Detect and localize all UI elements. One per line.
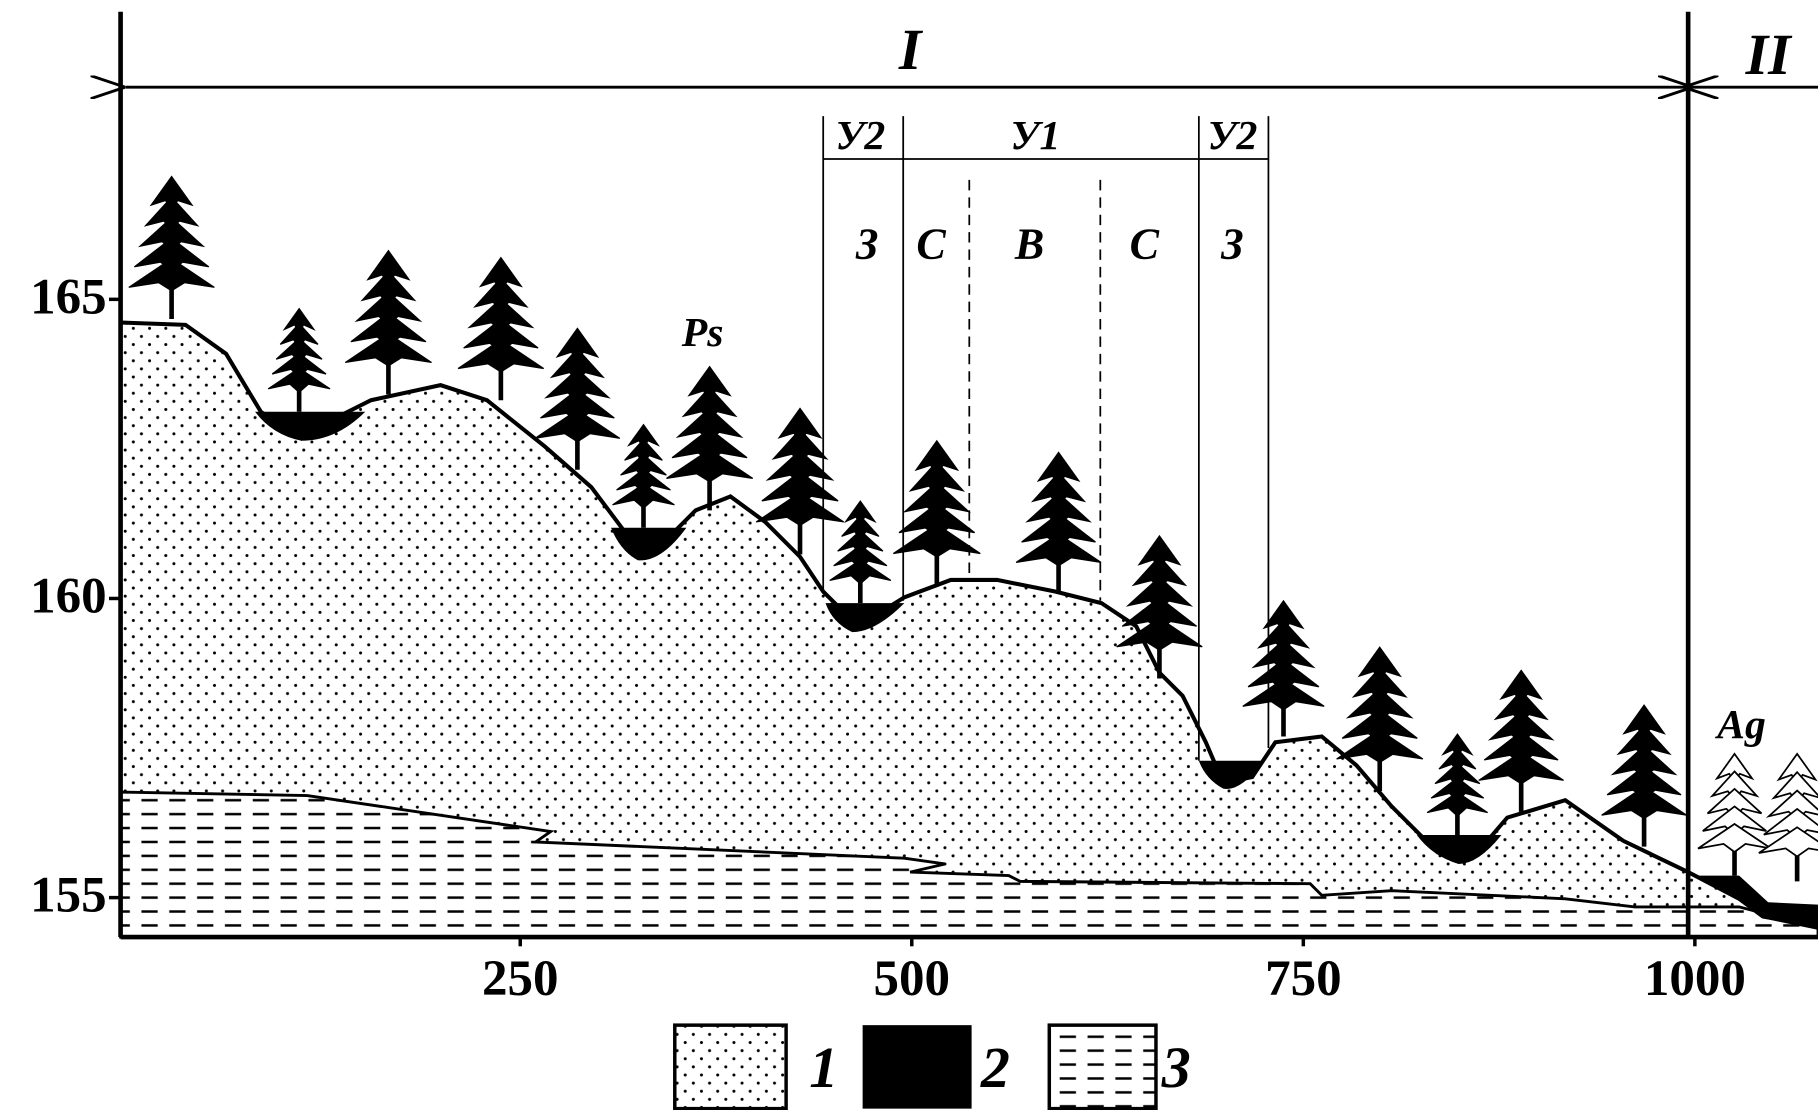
subzone-label: У2 xyxy=(835,113,885,159)
zone-label: II xyxy=(1745,22,1794,87)
pine-tree xyxy=(345,251,431,395)
belt-label: С xyxy=(1130,219,1160,268)
zone-label: I xyxy=(898,17,924,82)
y-tick-label: 160 xyxy=(30,569,107,625)
species-label: Ps xyxy=(681,310,724,356)
legend-label: 3 xyxy=(1161,1035,1191,1100)
belt-label: В xyxy=(1014,219,1044,268)
subzone-label: У2 xyxy=(1208,113,1258,159)
pine-tree xyxy=(129,176,215,319)
profile-diagram: I II У2 У1 У2 З С В С З Ps Ag 1 2 3 165 1… xyxy=(0,0,1818,1110)
legend: 1 2 3 xyxy=(675,1025,1191,1108)
species-label: Ag xyxy=(1714,702,1766,748)
belt-label: С xyxy=(916,219,946,268)
aspen-tree xyxy=(1698,754,1771,876)
pine-tree xyxy=(1427,734,1488,835)
y-tick-label: 155 xyxy=(30,868,107,924)
page: {"axes": {"y_ticks": [165, 160, 155], "x… xyxy=(0,0,1818,1110)
belt-label: З xyxy=(1220,219,1243,268)
subzone-label: У1 xyxy=(1010,113,1060,159)
x-tick-label: 750 xyxy=(1265,951,1342,1007)
belt-label: З xyxy=(855,219,878,268)
legend-swatch xyxy=(675,1025,786,1108)
y-tick-label: 165 xyxy=(30,269,107,325)
legend-swatch xyxy=(1049,1025,1156,1108)
pine-tree xyxy=(1243,601,1324,737)
legend-label: 2 xyxy=(980,1035,1010,1100)
legend-swatch xyxy=(863,1025,972,1108)
pine-tree xyxy=(666,367,752,511)
pine-tree xyxy=(1479,670,1564,811)
pine-tree xyxy=(1602,705,1687,846)
pine-tree xyxy=(830,501,891,603)
pine-tree xyxy=(458,258,544,401)
pine-tree xyxy=(268,309,330,412)
x-tick-label: 1000 xyxy=(1644,951,1746,1007)
aspen-tree xyxy=(1759,754,1818,882)
pine-tree xyxy=(893,441,980,586)
legend-label: 1 xyxy=(809,1035,838,1100)
x-tick-label: 250 xyxy=(482,951,559,1007)
pine-tree xyxy=(613,425,675,528)
pine-tree xyxy=(1016,452,1101,593)
x-tick-label: 500 xyxy=(874,951,951,1007)
